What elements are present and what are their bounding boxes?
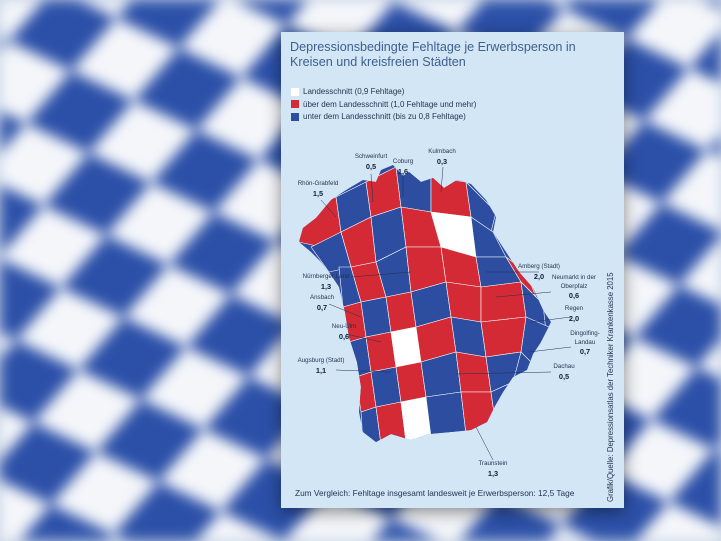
region-label-coburg: Coburg 1,6 [392,158,414,176]
region-label-kulmbach: Kulmbach 0,3 [428,148,456,166]
region-label-augsburg-stadt: Augsburg (Stadt) 1,1 [297,357,345,375]
region-label-rhoen-grabfeld: Rhön-Grabfeld 1,5 [297,180,339,198]
legend-swatch-below [291,112,299,121]
infographic-card: Depressionsbedingte Fehltage je Erwerbsp… [281,32,624,508]
chart-title: Depressionsbedingte Fehltage je Erwerbsp… [290,40,576,69]
legend-swatch-above [291,100,299,109]
legend-item-average: Landesschnitt (0,9 Fehltage) [291,86,476,98]
region-label-neumarkt: Neumarkt in der Oberpfalz 0,6 [551,274,597,300]
map-shape [299,165,551,442]
region-label-schweinfurt: Schweinfurt 0,5 [354,153,388,171]
region-label-neu-ulm: Neu-Ulm 0,6 [331,323,357,341]
bavaria-map [299,165,572,461]
region-label-regen: Regen 2,0 [564,305,584,323]
region-label-ansbach: Ansbach 0,7 [309,294,335,312]
region-label-traunstein: Traunstein 1,3 [478,460,508,478]
region-label-nuernberger-land: Nürnberger Land 1,3 [302,273,350,291]
legend-item-above: über dem Landesschnitt (1,0 Fehltage und… [291,99,476,111]
region-label-dachau: Dachau 0,5 [553,363,575,381]
region-label-dingolfing-landau: Dingolfing-Landau 0,7 [570,330,600,356]
legend: Landesschnitt (0,9 Fehltage) über dem La… [291,86,476,124]
legend-swatch-average [291,87,299,96]
leader-lines [320,166,572,461]
region-label-amberg-stadt: Amberg (Stadt) 2,0 [518,263,560,281]
source-credit: Grafik/Quelle: Depressionsatlas der Tech… [606,272,615,502]
comparison-note: Zum Vergleich: Fehltage insgesamt landes… [295,488,575,498]
legend-item-below: unter dem Landesschnitt (bis zu 0,8 Fehl… [291,111,476,123]
